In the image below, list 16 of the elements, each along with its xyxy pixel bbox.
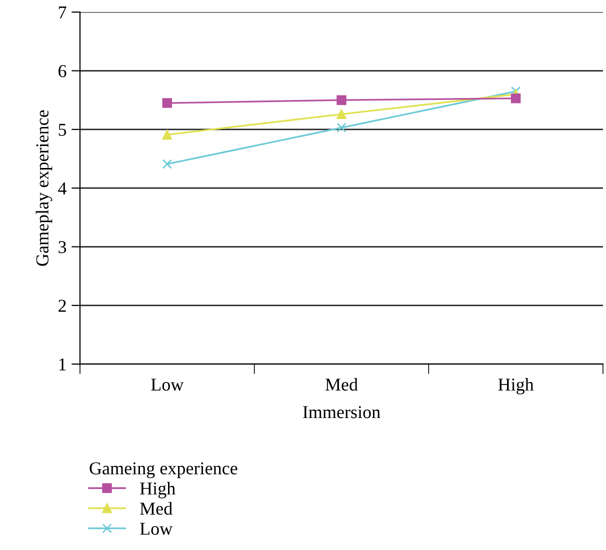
x-tick-label: Med [325,378,358,391]
x-tick-label: Low [151,378,184,391]
y-tick-label: 7 [58,6,66,18]
legend-label: Med [140,502,172,515]
legend-label: High [140,482,176,498]
y-tick-label: 5 [58,124,66,136]
y-tick-label: 4 [58,182,67,194]
x-axis-title: Immersion [303,406,380,418]
legend-label: Low [140,522,173,535]
x-tick-label: High [498,378,534,394]
y-tick-label: 3 [58,241,66,254]
y-tick-label: 1 [59,358,66,370]
legend-title: Gameing experience [90,462,238,478]
y-tick-label: 6 [58,65,66,78]
y-axis-title: Gameplay experience [36,110,52,266]
y-tick-label: 2 [58,300,66,312]
